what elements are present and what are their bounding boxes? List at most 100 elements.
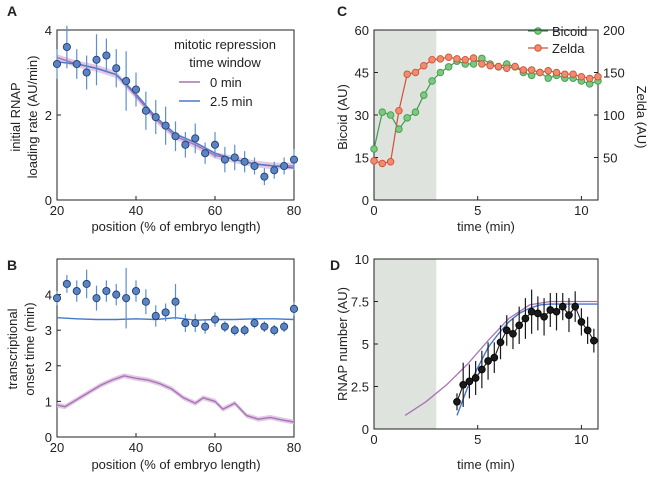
panel-c-zelda-point	[461, 56, 470, 64]
panel-c-zelda-point	[594, 72, 602, 81]
panel-d-xtick-label: 10	[574, 432, 588, 447]
panel-b-data-point	[289, 304, 299, 313]
panel-c-zelda-point	[378, 159, 387, 168]
panel-a-data-point	[250, 161, 259, 171]
panel-c-xtick-label: 10	[574, 203, 588, 218]
panel-b-data-point	[122, 294, 131, 303]
panel-b: B transcriptional onset time (min) posit…	[5, 257, 301, 472]
panel-c-zelda-point	[552, 68, 561, 77]
panel-a-data-point	[62, 42, 71, 52]
panel-a-data-point	[289, 155, 299, 164]
panel-c-zelda-point	[502, 64, 511, 72]
panel-d-xtick-label: 5	[474, 432, 481, 447]
panel-b-axes-frame	[56, 258, 295, 438]
panel-c-ytick-right-label: 200	[603, 23, 625, 38]
panel-c-zelda-point	[544, 67, 552, 75]
panel-b-data-point	[171, 297, 180, 306]
panel-a-data-point	[270, 166, 279, 175]
panel-a-ytick-label: 0	[45, 193, 52, 208]
panel-a-band-0min	[57, 54, 294, 170]
panel-d-xtick-label: 0	[370, 432, 377, 447]
panel-a-data-point	[72, 59, 81, 69]
panel-a-data-point	[220, 155, 229, 164]
panel-c-zelda-point	[519, 66, 528, 74]
panel-c-xlabel: time (min)	[457, 219, 515, 234]
panel-c-bicoid-point	[378, 108, 387, 116]
panel-a-ylabel-line1: initial RNAP	[8, 82, 23, 151]
panel-a-data-point	[102, 51, 111, 60]
panel-d: D RNAP number (AU) time (min) 0 5 10 0 2.5 5 7…	[330, 252, 599, 472]
panel-c-legend: Bicoid Zelda	[528, 24, 587, 56]
panel-b-data-point	[131, 286, 141, 296]
panel-b-data-point	[280, 322, 289, 331]
panel-a-data-point	[52, 59, 62, 69]
panel-c-zelda-point	[561, 70, 569, 78]
legend-marker-bicoid	[534, 27, 542, 35]
panel-c-zelda-point	[511, 62, 519, 71]
panel-a-data-point	[181, 140, 190, 149]
panel-b-ytick-label: 3	[45, 323, 52, 338]
panel-b-data-point	[260, 322, 269, 331]
panel-a-legend: mitotic repression time window 0 min 2.5…	[174, 37, 276, 109]
panel-d-xlabel: time (min)	[457, 457, 515, 472]
panel-c-ytick-label: 15	[355, 151, 369, 166]
panel-c-bicoid-point	[444, 63, 453, 71]
panel-c-zelda-point	[527, 66, 536, 74]
panel-c-ytick-label: 0	[362, 193, 369, 208]
panel-b-letter: B	[7, 257, 17, 273]
panel-a-data-point	[131, 85, 141, 94]
panel-a-data-point	[201, 149, 210, 158]
panel-a-data-point	[112, 64, 121, 73]
panel-a-data-point	[240, 157, 249, 166]
panel-a-ylabel: initial RNAP loading rate (AU/min)	[8, 56, 40, 179]
panel-a-data-point	[161, 121, 170, 130]
panel-c-ytick-right-label: 150	[603, 66, 625, 81]
panel-c-bicoid-point	[436, 68, 445, 77]
panel-a-ytick-label: 4	[45, 23, 52, 38]
panel-b-ytick-label: 4	[45, 288, 52, 303]
panel-c-zelda-point	[436, 55, 445, 63]
panel-c: C Bicoid (AU) Zelda (AU) time (min) Bico…	[335, 3, 649, 234]
panel-b-data-point	[201, 322, 210, 331]
panel-c-bicoid-point	[370, 145, 378, 153]
panel-c-zelda-point	[585, 74, 594, 83]
panel-c-bicoid-point	[420, 91, 428, 99]
panel-c-ylabel-right: Zelda (AU)	[634, 86, 649, 149]
panel-c-zelda-point	[536, 68, 544, 77]
panel-c-ytick-label: 60	[355, 23, 369, 38]
panel-a-data-point	[141, 106, 150, 115]
panel-d-ytick-label: 5	[362, 337, 369, 352]
panel-b-data-point	[52, 294, 62, 303]
panel-a-xlabel: position (% of embryo length)	[91, 219, 260, 234]
panel-c-zelda-point	[403, 70, 411, 78]
panel-a-xtick-label: 40	[129, 203, 143, 218]
panel-c-ytick-right-label: 50	[603, 151, 617, 166]
legend-label-0min: 0 min	[210, 75, 242, 90]
panel-a-data-point	[280, 161, 289, 171]
panel-d-data-point	[453, 397, 461, 406]
panel-b-xtick-label: 40	[129, 440, 143, 455]
panel-d-ytick-label: 2.5	[351, 380, 369, 395]
panel-c-zelda-point	[577, 72, 586, 81]
panel-b-xtick-label: 80	[287, 440, 301, 455]
panel-c-zelda-point	[469, 54, 478, 62]
panel-a-data-point	[92, 55, 101, 64]
panel-b-data-point	[72, 286, 81, 296]
panel-a-data-point	[191, 134, 200, 143]
panel-a-data-point	[260, 172, 269, 181]
panel-c-zelda-point	[386, 157, 395, 166]
panel-c-line-zelda	[373, 56, 599, 165]
panel-d-ytick-label: 0	[362, 422, 369, 437]
legend-marker-zelda	[534, 44, 542, 52]
panel-b-ylabel: transcriptional onset time (min)	[5, 302, 37, 395]
panel-b-xtick-label: 20	[50, 440, 64, 455]
legend-label-zelda: Zelda	[552, 41, 585, 56]
legend-title-line1: mitotic repression	[174, 37, 276, 52]
panel-c-ytick-label: 45	[355, 66, 369, 81]
panel-c-ytick-label: 30	[355, 108, 369, 123]
panel-c-zelda-point	[411, 68, 420, 77]
panel-b-data-point	[230, 326, 239, 335]
panel-c-zelda-point	[428, 56, 436, 64]
panel-a-data-point	[151, 113, 160, 122]
legend-label-bicoid: Bicoid	[552, 24, 587, 39]
